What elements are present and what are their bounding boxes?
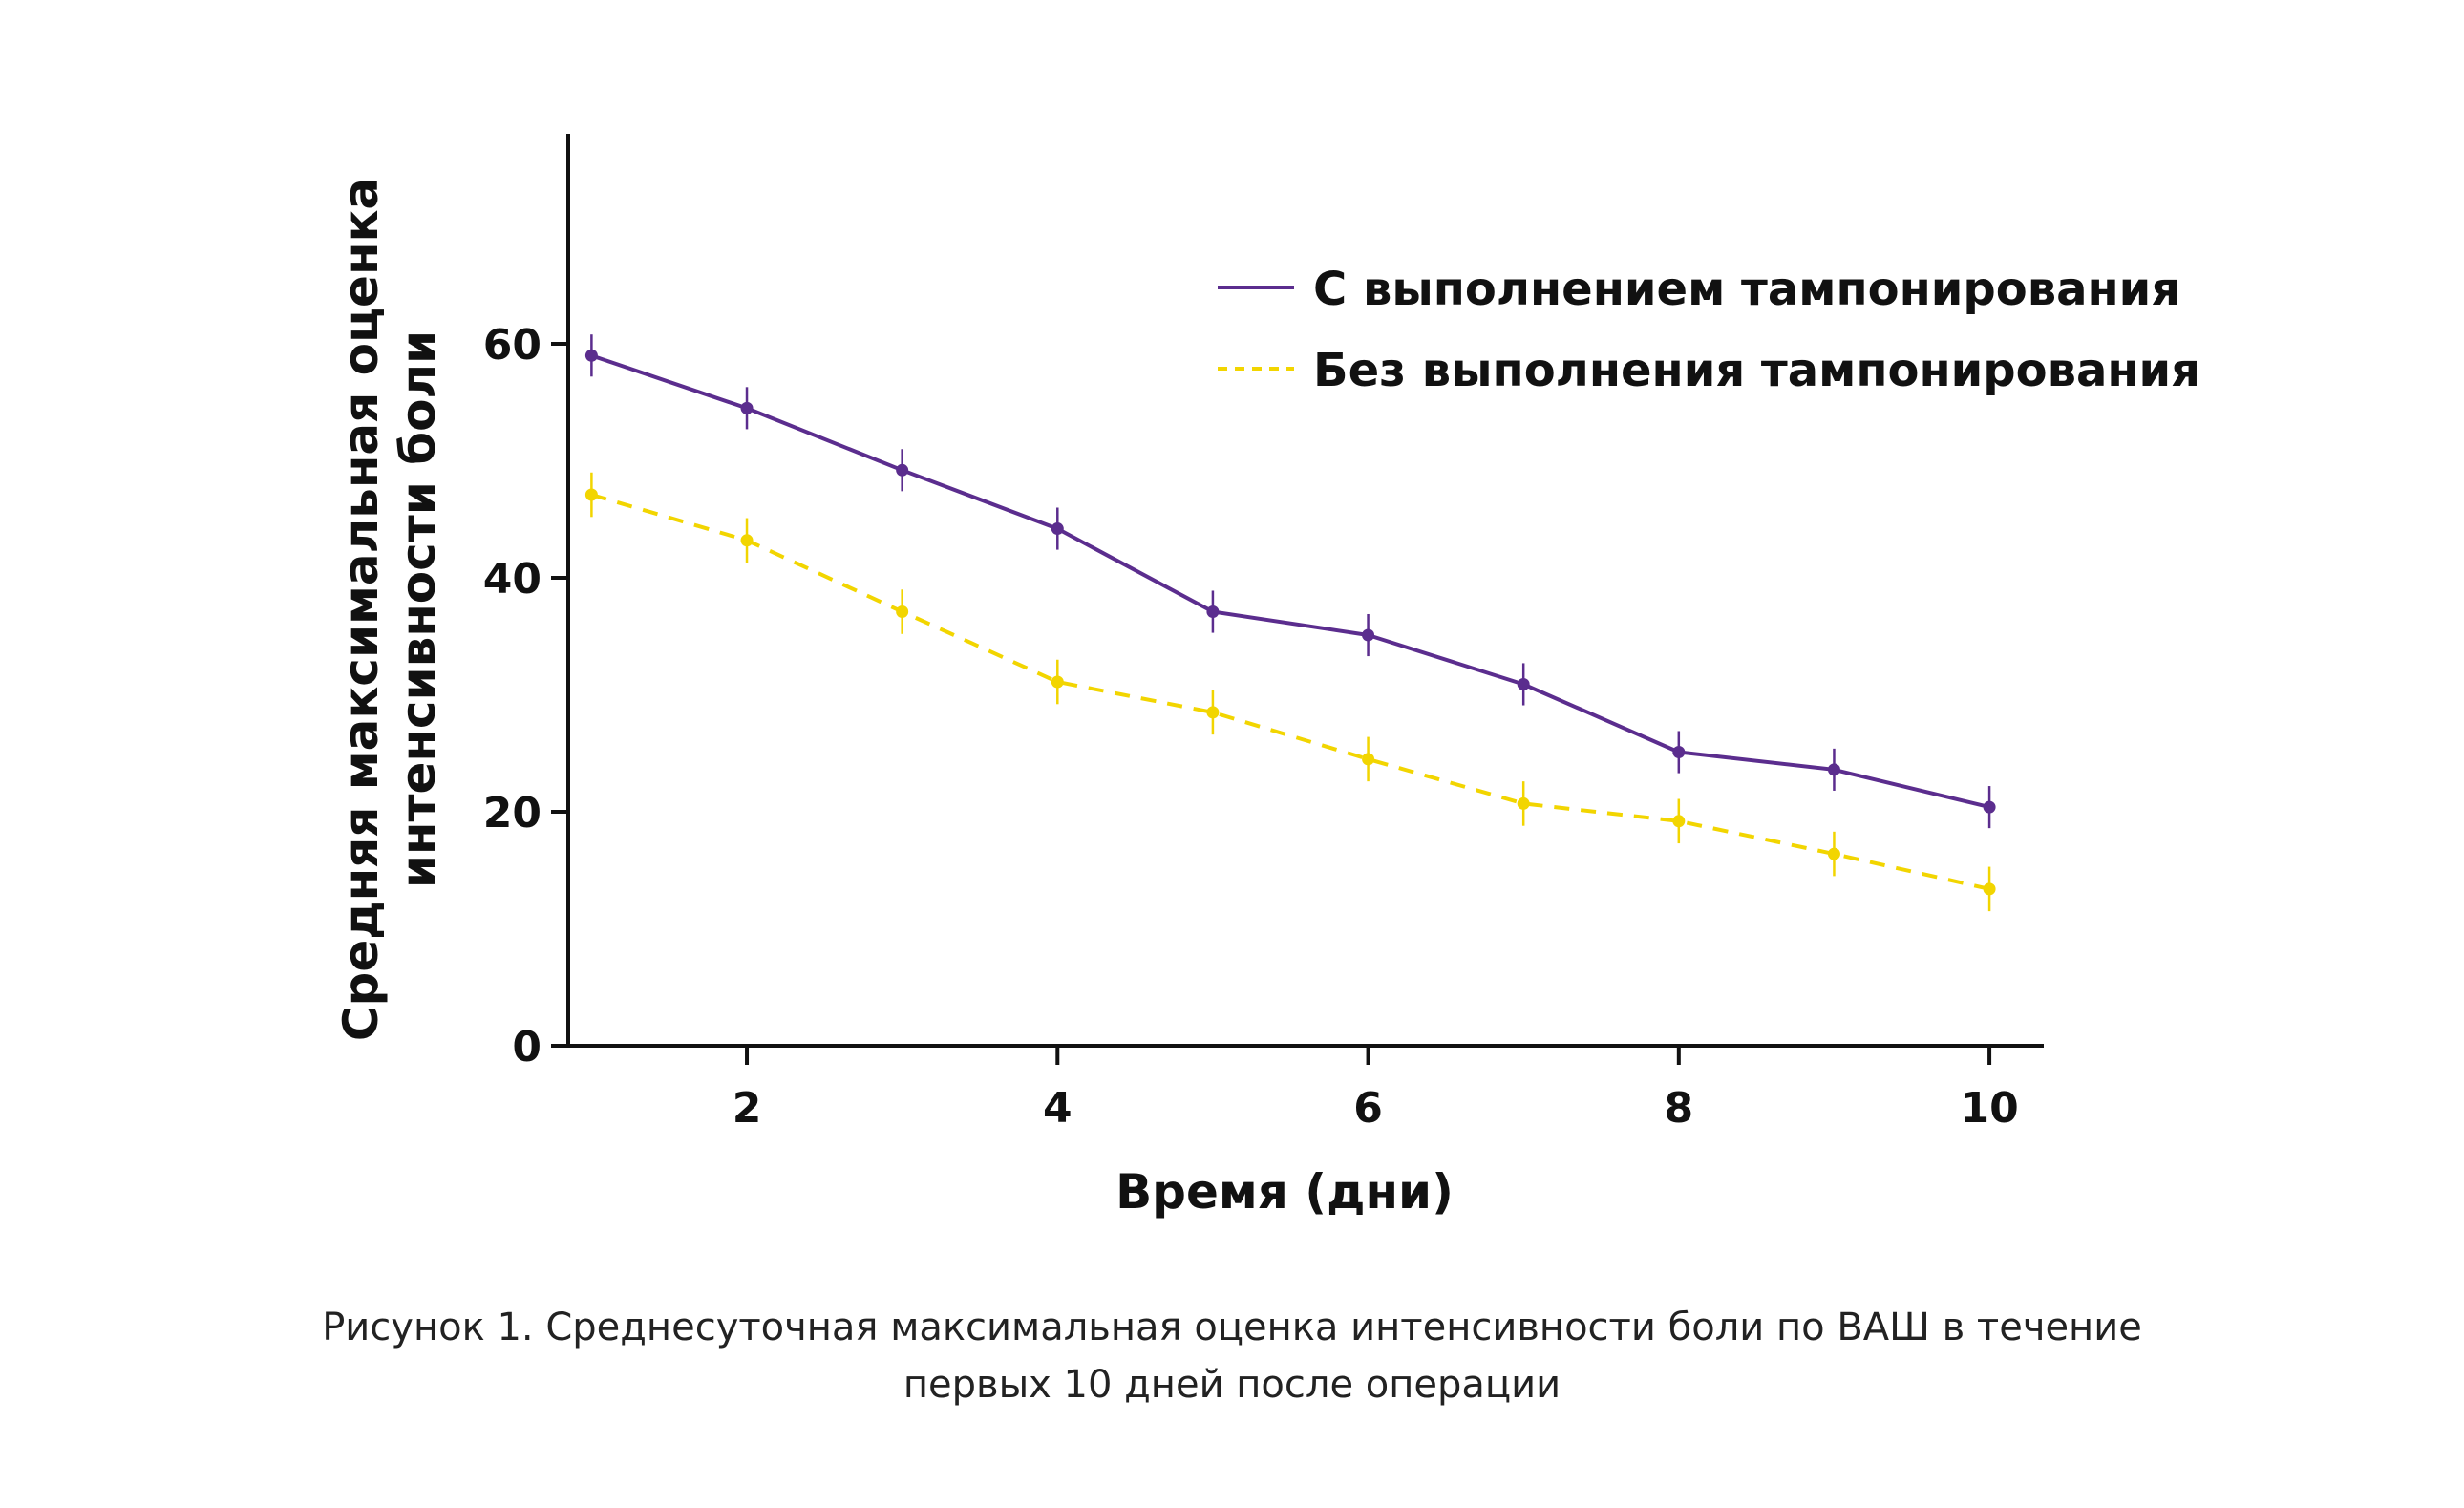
data-point [1517, 677, 1530, 690]
data-point [1206, 706, 1220, 719]
y-tick-label: 60 [483, 321, 542, 370]
data-point [740, 401, 754, 414]
caption-line-1: Рисунок 1. Среднесуточная максимальная о… [322, 1306, 2142, 1349]
data-point [584, 488, 598, 501]
figure-caption: Рисунок 1. Среднесуточная максимальная о… [229, 1299, 2235, 1413]
data-point [740, 534, 754, 547]
legend-label: Без выполнения тампонирования [1313, 344, 2200, 397]
data-point [896, 605, 909, 619]
data-point [1672, 746, 1686, 759]
series-1 [584, 334, 1996, 829]
x-tick-label: 10 [1960, 1084, 2018, 1133]
y-axis-title: Средняя максимальная оценкаинтенсивности… [333, 178, 446, 1041]
y-tick-label: 40 [483, 555, 542, 604]
data-point [1362, 753, 1375, 766]
chart-axes: 0 20 40 60 2 4 6 8 10 [483, 134, 2044, 1133]
y-axis-title-line-2: интенсивности боли [391, 330, 446, 888]
data-point [1983, 882, 1996, 896]
chart-legend: С выполнением тампонирования Без выполнен… [1218, 263, 2200, 397]
y-axis-title-line-1: Средняя максимальная оценка [333, 178, 389, 1041]
x-tick-label: 2 [733, 1084, 762, 1133]
chart-series [584, 334, 1996, 912]
data-point [896, 463, 909, 477]
data-point [1827, 763, 1840, 776]
y-tick-label: 20 [483, 789, 542, 838]
y-tick-label: 0 [512, 1023, 542, 1072]
data-point [1051, 522, 1064, 536]
x-tick-label: 6 [1353, 1084, 1383, 1133]
x-axis-title: Время (дни) [1115, 1164, 1454, 1220]
data-point [1517, 796, 1530, 810]
x-tick-label: 4 [1043, 1084, 1073, 1133]
data-point [1672, 815, 1686, 828]
data-point [1051, 675, 1064, 689]
series-line [590, 493, 1990, 891]
data-point [1983, 800, 1996, 814]
caption-line-2: первых 10 дней после операции [903, 1363, 1561, 1407]
data-point [1362, 628, 1375, 642]
data-point [1206, 605, 1220, 619]
data-point [1827, 847, 1840, 860]
legend-label: С выполнением тампонирования [1313, 263, 2180, 316]
series-line [590, 353, 1990, 810]
series-2 [584, 472, 1996, 912]
x-tick-label: 8 [1665, 1084, 1694, 1133]
data-point [584, 349, 598, 362]
